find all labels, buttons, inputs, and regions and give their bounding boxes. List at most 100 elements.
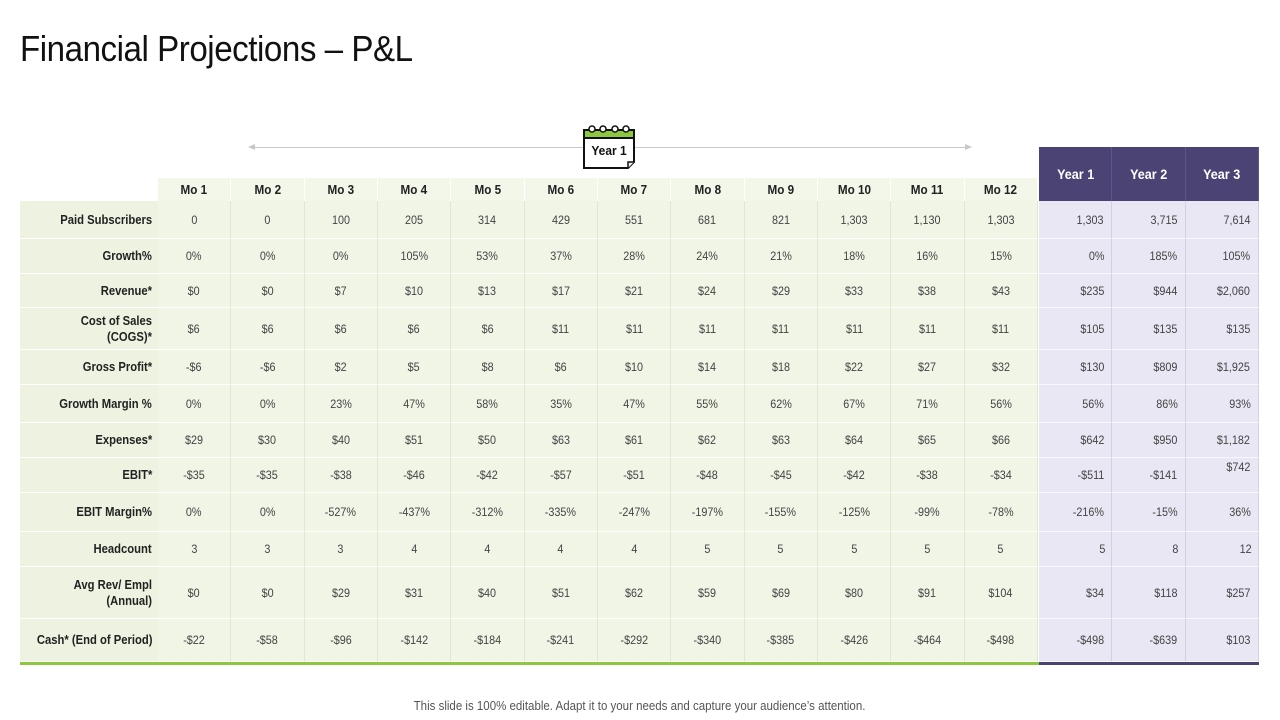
month-cell-text: 21%: [769, 249, 792, 263]
month-cell: $66: [964, 423, 1038, 458]
month-cell: $65: [891, 423, 965, 458]
year-cell: -15%: [1112, 493, 1186, 532]
row-label-text: Headcount: [93, 542, 152, 556]
month-cell-text: 3: [337, 542, 344, 556]
month-cell: -$96: [304, 619, 378, 662]
month-cell-text: -$38: [916, 468, 939, 482]
month-cell: 47%: [597, 385, 672, 423]
footer-note: This slide is 100% editable. Adapt it to…: [0, 699, 1280, 713]
year-header-text: Year 3: [1203, 166, 1241, 182]
year-cell-text: -$141: [1149, 468, 1178, 482]
month-cell: -$292: [597, 619, 672, 662]
row-label-text: Expenses*: [95, 433, 152, 447]
month-cell: $91: [891, 567, 965, 619]
month-cell-text: -125%: [838, 505, 870, 519]
month-cell-text: -$42: [476, 468, 499, 482]
month-cell-text: 1,303: [987, 212, 1015, 227]
month-cell: 71%: [891, 385, 965, 423]
month-header-text: Mo 7: [620, 182, 648, 197]
month-cell-text: -$42: [843, 468, 865, 482]
month-cell: -$42: [451, 458, 525, 493]
year-cell: $105: [1039, 308, 1113, 350]
month-cell-text: 205: [405, 212, 424, 227]
month-cell-text: 35%: [549, 396, 572, 411]
month-cell: $31: [377, 567, 452, 619]
month-cell-text: $0: [261, 585, 274, 600]
month-header-text: Mo 1: [180, 182, 208, 197]
month-cell-text: $66: [991, 433, 1010, 447]
year-cell: -$639: [1112, 619, 1186, 662]
month-cell: 100: [304, 201, 378, 239]
row-label: Gross Profit*: [20, 350, 158, 385]
year-cell-text: $135: [1153, 321, 1178, 336]
month-cell-text: $38: [918, 283, 937, 298]
month-cell-text: $59: [698, 585, 717, 600]
month-cell: 5: [817, 532, 892, 567]
month-cell: 55%: [671, 385, 745, 423]
year-cell-text: 86%: [1155, 396, 1178, 411]
month-cell-text: 0%: [259, 396, 276, 411]
month-cell: 5: [744, 532, 818, 567]
month-cell: -$241: [524, 619, 598, 662]
month-cell-text: $5: [408, 360, 421, 374]
year-cell: $642: [1039, 423, 1113, 458]
month-cell: 205: [377, 201, 452, 239]
month-cell: $29: [304, 567, 378, 619]
month-cell-text: $21: [625, 283, 644, 298]
month-cell: $32: [964, 350, 1038, 385]
month-cell-text: $27: [918, 360, 937, 374]
month-header: Mo 1: [158, 178, 232, 201]
month-cell: -$6: [158, 350, 232, 385]
year-cell: 3,715: [1112, 201, 1186, 239]
month-cell-text: -$184: [473, 633, 502, 647]
month-cell-text: 28%: [623, 249, 645, 263]
year-cell: 7,614: [1185, 201, 1259, 239]
month-cell: -$142: [377, 619, 452, 662]
month-cell-text: $11: [772, 321, 790, 336]
row-label: Expenses*: [20, 423, 158, 458]
month-cell-text: 23%: [329, 396, 352, 411]
year-cell-text: 1,303: [1076, 212, 1104, 227]
year-cell: 86%: [1112, 385, 1186, 423]
month-cell: $50: [451, 423, 525, 458]
month-cell-text: -$292: [620, 633, 648, 647]
month-cell-text: $32: [991, 360, 1010, 374]
month-cell: 0%: [158, 385, 232, 423]
month-cell-text: $6: [408, 321, 421, 336]
month-cell: 3: [158, 532, 232, 567]
month-cell: $0: [231, 567, 305, 619]
month-cell: $29: [158, 423, 232, 458]
month-cell: 1,303: [964, 201, 1038, 239]
month-header-text: Mo 3: [327, 182, 355, 197]
month-cell-text: $11: [992, 321, 1010, 336]
month-cell: $21: [597, 274, 672, 308]
year-cell-text: 8: [1172, 542, 1179, 556]
month-cell: -$51: [597, 458, 672, 493]
month-cell: $5: [377, 350, 452, 385]
month-cell-text: $11: [552, 321, 570, 336]
month-cell: -$46: [377, 458, 452, 493]
month-cell-text: $29: [771, 283, 790, 298]
month-cell-text: $0: [261, 283, 274, 298]
month-cell: 1,303: [817, 201, 892, 239]
month-cell-text: $64: [845, 433, 864, 447]
year-cell-text: $118: [1154, 585, 1178, 600]
month-cell: $7: [304, 274, 378, 308]
year-cell-text: $135: [1226, 321, 1251, 336]
year-cell-text: $950: [1153, 433, 1178, 447]
month-cell: -437%: [377, 493, 452, 532]
month-cell: 681: [671, 201, 745, 239]
month-header-text: Mo 10: [837, 182, 871, 197]
month-cell: 0%: [304, 239, 378, 274]
month-cell: $33: [817, 274, 892, 308]
month-cell: 105%: [377, 239, 452, 274]
month-cell: -$426: [817, 619, 892, 662]
month-cell: -$340: [671, 619, 745, 662]
month-cell: $6: [377, 308, 452, 350]
month-cell-text: $33: [845, 283, 864, 298]
month-cell: -125%: [817, 493, 892, 532]
year-cell: -$498: [1039, 619, 1113, 662]
month-cell: 0%: [158, 239, 232, 274]
month-cell: -$498: [964, 619, 1038, 662]
month-cell: $18: [744, 350, 818, 385]
